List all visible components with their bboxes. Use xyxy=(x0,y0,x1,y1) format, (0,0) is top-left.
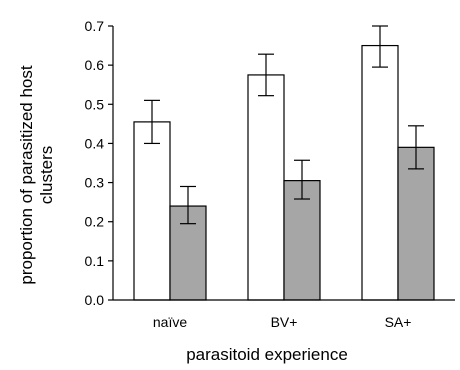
y-axis-title-line1: proportion of parasitized host xyxy=(17,65,36,285)
bar xyxy=(397,146,435,301)
y-tick-label: 0.7 xyxy=(85,18,105,34)
bar xyxy=(361,44,399,301)
x-tick-label: SA+ xyxy=(385,314,412,330)
y-axis-title: proportion of parasitized host clusters xyxy=(17,65,56,285)
y-tick-label: 0.6 xyxy=(85,57,105,73)
x-tick-label: BV+ xyxy=(271,314,298,330)
y-tick-label: 0.3 xyxy=(85,175,105,191)
x-tick-label: naïve xyxy=(153,314,187,330)
y-tick-label: 0.0 xyxy=(85,292,105,308)
error-bar-group xyxy=(144,25,424,225)
y-tick-label: 0.4 xyxy=(85,135,105,151)
x-axis-tick-labels: naïve BV+ SA+ xyxy=(153,314,412,330)
y-tick-label: 0.5 xyxy=(85,96,105,112)
y-axis-ticks: 0.0 0.1 0.2 0.3 0.4 0.5 0.6 0.7 xyxy=(85,18,113,308)
bar xyxy=(133,121,171,301)
bar-group xyxy=(133,44,435,301)
x-axis-title: parasitoid experience xyxy=(186,345,348,364)
bar xyxy=(247,74,285,301)
y-tick-label: 0.2 xyxy=(85,214,105,230)
y-axis-title-line2: clusters xyxy=(37,146,56,205)
y-tick-label: 0.1 xyxy=(85,253,105,269)
